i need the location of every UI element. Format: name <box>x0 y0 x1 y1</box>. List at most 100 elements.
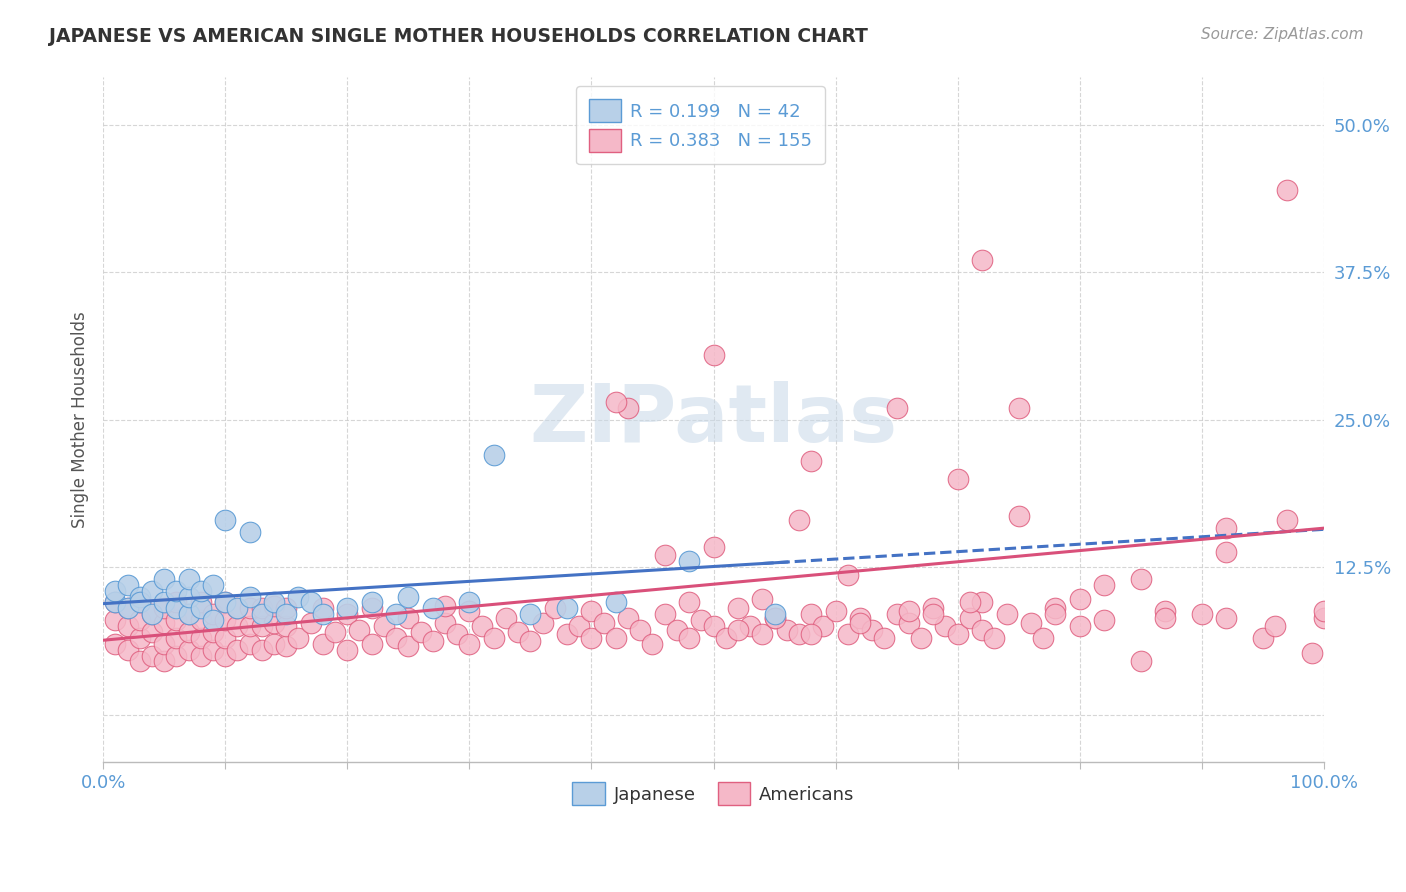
Point <box>201 625 224 640</box>
Point <box>837 568 859 582</box>
Point <box>250 607 273 622</box>
Point <box>263 595 285 609</box>
Point <box>1215 611 1237 625</box>
Point <box>702 540 724 554</box>
Point <box>276 607 298 622</box>
Point <box>312 607 335 622</box>
Point <box>800 627 823 641</box>
Point <box>1215 545 1237 559</box>
Point <box>1277 513 1299 527</box>
Point <box>714 631 737 645</box>
Point <box>1154 611 1177 625</box>
Point <box>396 590 419 604</box>
Point <box>886 401 908 415</box>
Point <box>617 611 640 625</box>
Point <box>959 595 981 609</box>
Point <box>860 623 883 637</box>
Point <box>239 619 262 633</box>
Point <box>544 601 567 615</box>
Point <box>531 615 554 630</box>
Point <box>910 631 932 645</box>
Point <box>153 595 176 609</box>
Point <box>763 611 786 625</box>
Point <box>433 599 456 613</box>
Point <box>422 634 444 648</box>
Point <box>128 655 150 669</box>
Point <box>763 607 786 622</box>
Point <box>519 607 541 622</box>
Point <box>177 607 200 622</box>
Point <box>409 625 432 640</box>
Point <box>128 595 150 609</box>
Point <box>581 604 603 618</box>
Point <box>263 599 285 613</box>
Point <box>433 615 456 630</box>
Point <box>1069 591 1091 606</box>
Point <box>104 595 127 609</box>
Point <box>934 619 956 633</box>
Point <box>128 613 150 627</box>
Point <box>190 595 212 609</box>
Point <box>165 648 187 663</box>
Point <box>263 637 285 651</box>
Point <box>1277 182 1299 196</box>
Point <box>665 623 688 637</box>
Point <box>641 637 664 651</box>
Point <box>226 619 249 633</box>
Point <box>165 613 187 627</box>
Point <box>446 627 468 641</box>
Point <box>190 613 212 627</box>
Point <box>239 637 262 651</box>
Point <box>1032 631 1054 645</box>
Point <box>153 615 176 630</box>
Point <box>1008 401 1031 415</box>
Point <box>177 590 200 604</box>
Point <box>1129 655 1152 669</box>
Point <box>495 611 517 625</box>
Point <box>299 615 322 630</box>
Point <box>849 615 872 630</box>
Point <box>165 583 187 598</box>
Point <box>678 554 700 568</box>
Point <box>873 631 896 645</box>
Point <box>239 524 262 539</box>
Point <box>201 607 224 622</box>
Point <box>190 583 212 598</box>
Point <box>581 631 603 645</box>
Point <box>117 601 139 615</box>
Point <box>678 595 700 609</box>
Point <box>422 601 444 615</box>
Point <box>276 639 298 653</box>
Point <box>299 595 322 609</box>
Text: JAPANESE VS AMERICAN SINGLE MOTHER HOUSEHOLDS CORRELATION CHART: JAPANESE VS AMERICAN SINGLE MOTHER HOUSE… <box>49 27 868 45</box>
Point <box>1045 601 1067 615</box>
Point <box>837 627 859 641</box>
Point <box>239 601 262 615</box>
Point <box>165 595 187 609</box>
Point <box>250 642 273 657</box>
Point <box>458 595 481 609</box>
Point <box>568 619 591 633</box>
Point <box>128 590 150 604</box>
Point <box>690 613 713 627</box>
Point <box>239 590 262 604</box>
Point <box>763 611 786 625</box>
Point <box>153 655 176 669</box>
Point <box>201 613 224 627</box>
Point <box>727 601 749 615</box>
Point <box>897 604 920 618</box>
Point <box>104 583 127 598</box>
Point <box>1191 607 1213 622</box>
Point <box>740 619 762 633</box>
Point <box>312 601 335 615</box>
Point <box>1008 509 1031 524</box>
Point <box>1313 611 1336 625</box>
Text: Source: ZipAtlas.com: Source: ZipAtlas.com <box>1201 27 1364 42</box>
Point <box>1154 604 1177 618</box>
Point <box>727 623 749 637</box>
Point <box>276 619 298 633</box>
Point <box>396 611 419 625</box>
Point <box>128 631 150 645</box>
Point <box>226 601 249 615</box>
Point <box>946 627 969 641</box>
